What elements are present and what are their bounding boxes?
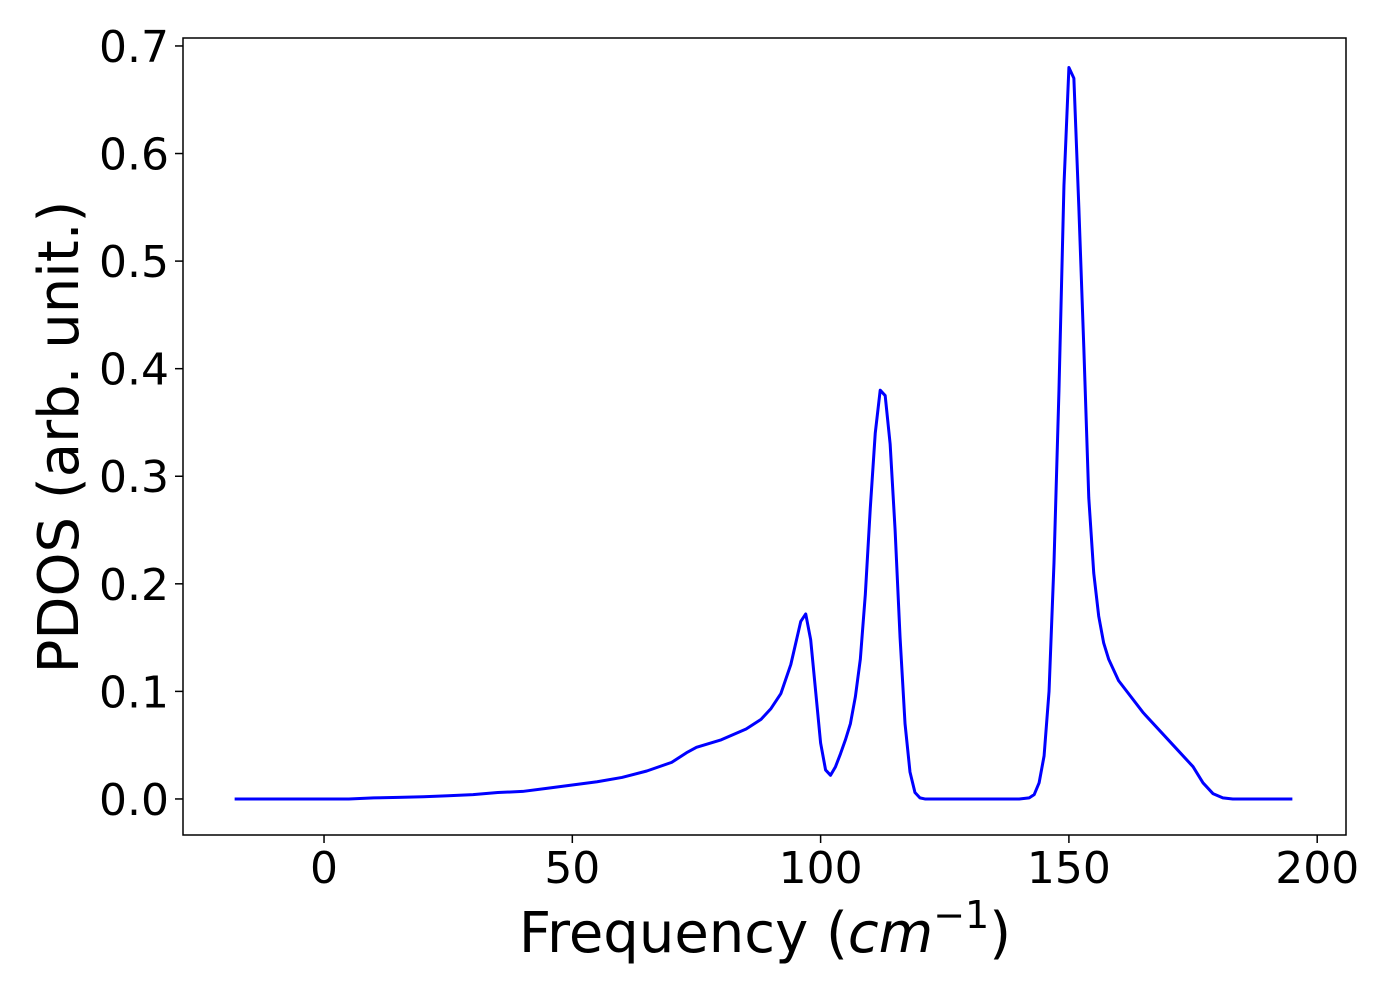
y-tick-label: 0.6: [99, 130, 169, 181]
x-tick-label: 0: [310, 843, 338, 894]
x-tick-label: 200: [1275, 843, 1359, 894]
y-tick-label: 0.5: [99, 237, 169, 288]
y-tick-label: 0.2: [99, 560, 169, 611]
y-tick-label: 0.0: [99, 775, 169, 826]
x-axis-label-text: Frequency (: [519, 901, 848, 966]
y-tick-label: 0.3: [99, 452, 169, 503]
y-tick-label: 0.4: [99, 345, 169, 396]
x-tick-label: 100: [779, 843, 863, 894]
data-line: [234, 65, 1293, 801]
x-tick-label: 50: [544, 843, 600, 894]
y-axis-label: PDOS (arb. unit.): [27, 201, 92, 674]
x-axis-label-close: ): [989, 901, 1011, 966]
plot-frame: [182, 37, 1347, 836]
y-tick-label: 0.7: [99, 22, 169, 73]
x-axis-label: Frequency (cm−1): [519, 893, 1011, 966]
x-tick-label: 150: [1027, 843, 1111, 894]
x-axis-label-math: cm: [848, 901, 933, 966]
y-tick-label: 0.1: [99, 667, 169, 718]
x-axis-label-exponent: −1: [933, 893, 989, 937]
